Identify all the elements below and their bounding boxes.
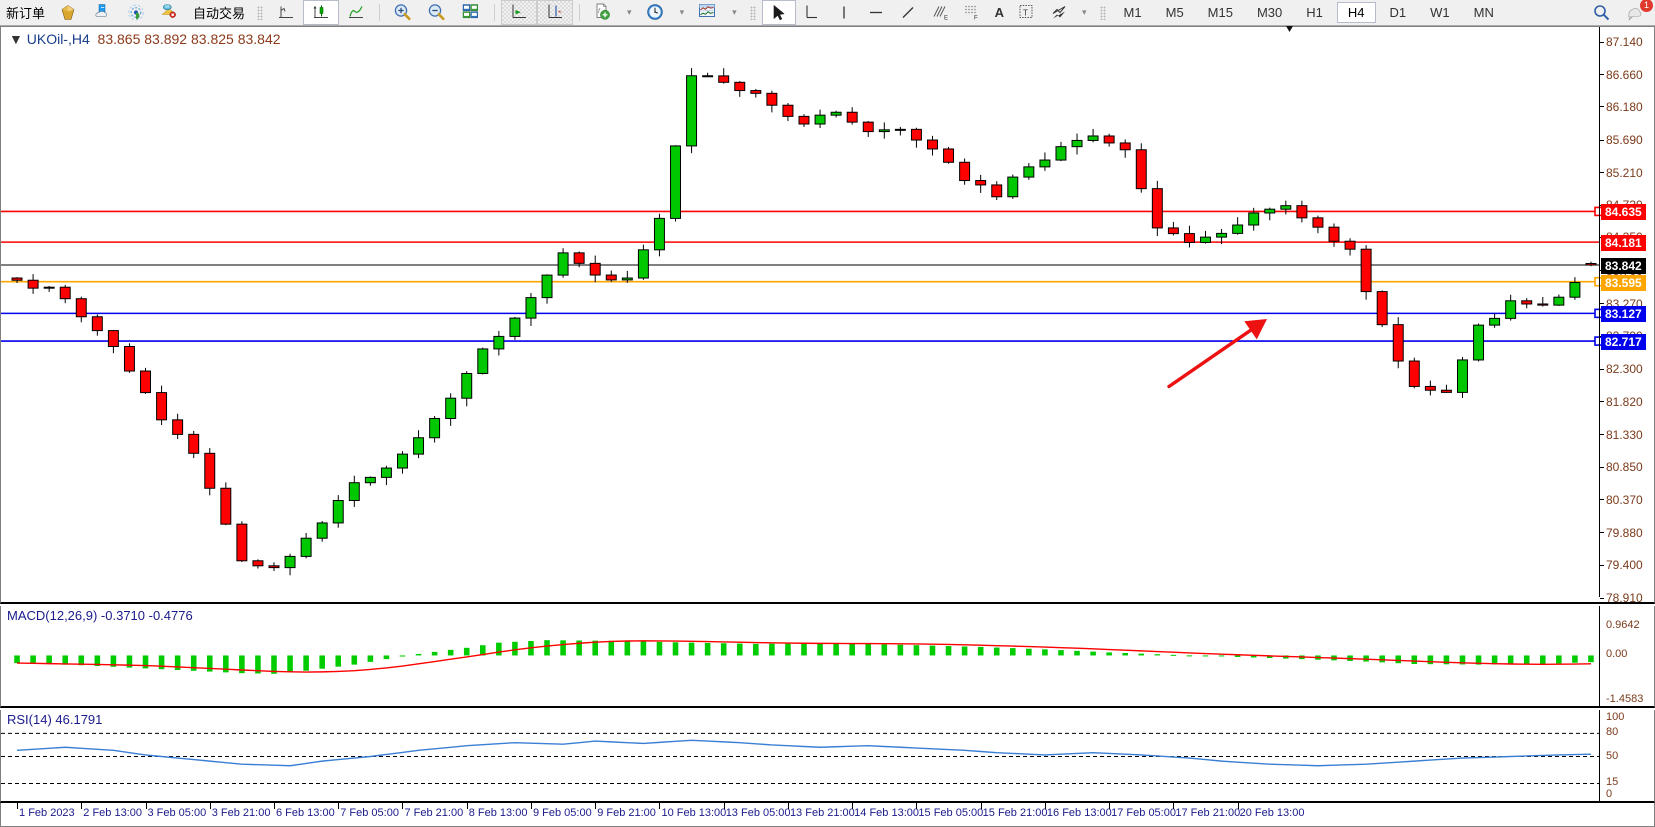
svg-text:T: T xyxy=(1023,9,1028,18)
svg-text:E: E xyxy=(944,16,948,22)
svg-text:F: F xyxy=(974,16,978,22)
